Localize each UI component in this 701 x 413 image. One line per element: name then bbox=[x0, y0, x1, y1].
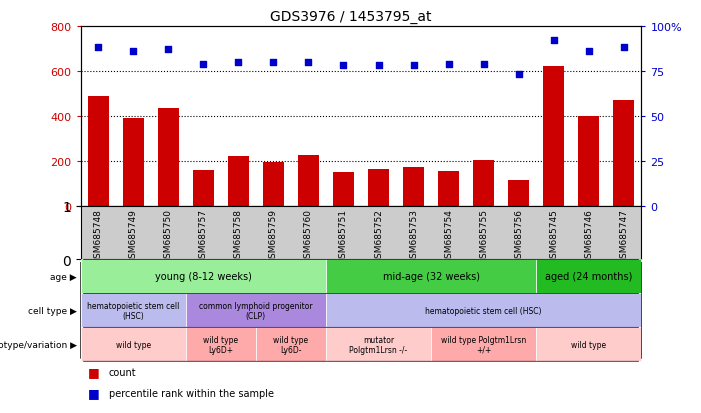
Text: aged (24 months): aged (24 months) bbox=[545, 272, 632, 282]
Text: GSM685751: GSM685751 bbox=[339, 209, 348, 263]
Point bbox=[303, 59, 314, 66]
Bar bbox=[543, 67, 564, 206]
Text: GSM685760: GSM685760 bbox=[304, 209, 313, 263]
Bar bbox=[438, 171, 459, 206]
Text: cell type ▶: cell type ▶ bbox=[28, 306, 77, 315]
Text: hematopoietic stem cell (HSC): hematopoietic stem cell (HSC) bbox=[426, 306, 542, 315]
Bar bbox=[228, 157, 249, 206]
Bar bbox=[508, 180, 529, 206]
Text: genotype/variation ▶: genotype/variation ▶ bbox=[0, 340, 77, 349]
Point bbox=[338, 63, 349, 69]
Text: GSM685759: GSM685759 bbox=[269, 209, 278, 263]
Point bbox=[408, 63, 419, 69]
Text: ■: ■ bbox=[88, 386, 100, 399]
Text: GDS3976 / 1453795_at: GDS3976 / 1453795_at bbox=[270, 10, 431, 24]
Text: GSM685753: GSM685753 bbox=[409, 209, 418, 263]
Bar bbox=[403, 168, 424, 206]
Bar bbox=[263, 162, 284, 206]
Text: count: count bbox=[109, 368, 136, 377]
Text: GSM685758: GSM685758 bbox=[234, 209, 243, 263]
Text: GSM685746: GSM685746 bbox=[585, 209, 593, 263]
Text: GSM685752: GSM685752 bbox=[374, 209, 383, 263]
Text: young (8-12 weeks): young (8-12 weeks) bbox=[155, 272, 252, 282]
Point bbox=[513, 72, 524, 78]
Point bbox=[93, 45, 104, 52]
Bar bbox=[193, 170, 214, 206]
Bar bbox=[368, 169, 389, 206]
Text: GSM685750: GSM685750 bbox=[164, 209, 172, 263]
Bar bbox=[578, 116, 599, 206]
Point bbox=[198, 61, 209, 68]
Text: GSM685747: GSM685747 bbox=[620, 209, 628, 263]
Point bbox=[583, 49, 594, 55]
Text: GSM685757: GSM685757 bbox=[199, 209, 207, 263]
Point bbox=[548, 38, 559, 45]
Point bbox=[233, 59, 244, 66]
Point bbox=[163, 47, 174, 53]
Text: GSM685745: GSM685745 bbox=[550, 209, 558, 263]
Text: common lymphoid progenitor
(CLP): common lymphoid progenitor (CLP) bbox=[199, 301, 313, 320]
Text: GSM685756: GSM685756 bbox=[515, 209, 523, 263]
Point bbox=[373, 63, 384, 69]
Bar bbox=[298, 156, 319, 206]
Text: wild type
Ly6D+: wild type Ly6D+ bbox=[203, 335, 238, 354]
Text: GSM685754: GSM685754 bbox=[444, 209, 453, 263]
Text: mid-age (32 weeks): mid-age (32 weeks) bbox=[383, 272, 479, 282]
Text: age ▶: age ▶ bbox=[50, 272, 77, 281]
Text: ■: ■ bbox=[88, 366, 100, 378]
Text: hematopoietic stem cell
(HSC): hematopoietic stem cell (HSC) bbox=[87, 301, 179, 320]
Text: wild type: wild type bbox=[116, 340, 151, 349]
Bar bbox=[88, 96, 109, 206]
Text: wild type Polgtm1Lrsn
+/+: wild type Polgtm1Lrsn +/+ bbox=[441, 335, 526, 354]
Text: GSM685748: GSM685748 bbox=[94, 209, 102, 263]
Bar bbox=[158, 109, 179, 206]
Text: GSM685755: GSM685755 bbox=[479, 209, 488, 263]
Point bbox=[478, 61, 489, 68]
Point bbox=[618, 45, 629, 52]
Text: percentile rank within the sample: percentile rank within the sample bbox=[109, 388, 273, 398]
Text: wild type
Ly6D-: wild type Ly6D- bbox=[273, 335, 308, 354]
Bar bbox=[123, 119, 144, 206]
Text: wild type: wild type bbox=[571, 340, 606, 349]
Bar bbox=[333, 173, 354, 206]
Point bbox=[268, 59, 279, 66]
Text: mutator
Polgtm1Lrsn -/-: mutator Polgtm1Lrsn -/- bbox=[349, 335, 408, 354]
Bar bbox=[473, 160, 494, 206]
Point bbox=[443, 61, 454, 68]
Text: GSM685749: GSM685749 bbox=[129, 209, 137, 263]
Bar bbox=[613, 101, 634, 206]
Point bbox=[128, 49, 139, 55]
